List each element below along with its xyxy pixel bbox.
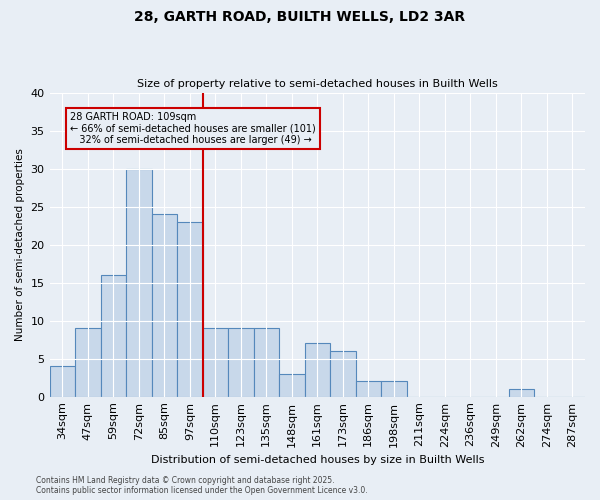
Bar xyxy=(101,275,126,396)
Bar xyxy=(305,344,330,396)
Bar xyxy=(330,351,356,397)
Bar xyxy=(279,374,305,396)
Title: Size of property relative to semi-detached houses in Builth Wells: Size of property relative to semi-detach… xyxy=(137,79,497,89)
Bar xyxy=(203,328,228,396)
Text: Contains HM Land Registry data © Crown copyright and database right 2025.
Contai: Contains HM Land Registry data © Crown c… xyxy=(36,476,368,495)
Bar xyxy=(75,328,101,396)
Bar xyxy=(254,328,279,396)
Text: 28, GARTH ROAD, BUILTH WELLS, LD2 3AR: 28, GARTH ROAD, BUILTH WELLS, LD2 3AR xyxy=(134,10,466,24)
Bar xyxy=(152,214,177,396)
Bar xyxy=(177,222,203,396)
Bar xyxy=(509,389,534,396)
X-axis label: Distribution of semi-detached houses by size in Builth Wells: Distribution of semi-detached houses by … xyxy=(151,455,484,465)
Bar xyxy=(381,382,407,396)
Bar xyxy=(50,366,75,396)
Bar xyxy=(228,328,254,396)
Bar xyxy=(126,168,152,396)
Y-axis label: Number of semi-detached properties: Number of semi-detached properties xyxy=(15,148,25,341)
Text: 28 GARTH ROAD: 109sqm
← 66% of semi-detached houses are smaller (101)
   32% of : 28 GARTH ROAD: 109sqm ← 66% of semi-deta… xyxy=(70,112,316,145)
Bar xyxy=(356,382,381,396)
